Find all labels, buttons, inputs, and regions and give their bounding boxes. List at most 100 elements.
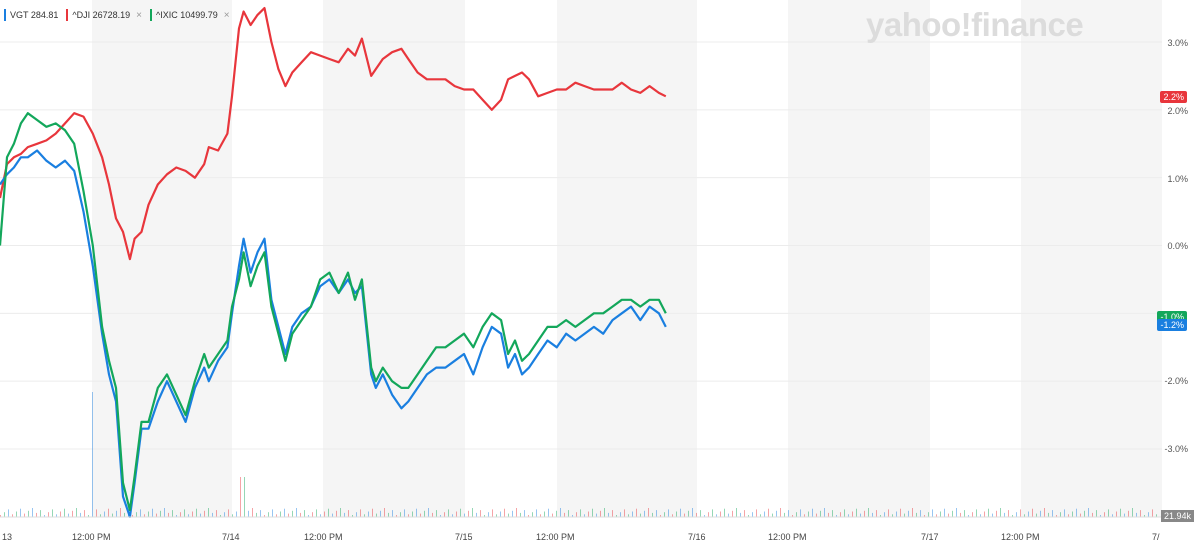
volume-bar	[976, 509, 977, 517]
volume-bar	[1000, 508, 1001, 517]
volume-bar	[1008, 510, 1009, 517]
volume-bar	[624, 509, 625, 517]
volume-bar	[1004, 512, 1005, 517]
volume-bar	[992, 513, 993, 517]
volume-bar	[684, 513, 685, 517]
volume-bar	[104, 511, 105, 517]
close-icon[interactable]: ×	[136, 9, 142, 21]
volume-bar	[832, 510, 833, 517]
volume-bar	[1104, 512, 1105, 517]
volume-bar	[100, 514, 101, 517]
x-tick-label: 12:00 PM	[768, 532, 807, 542]
volume-bar	[764, 511, 765, 517]
volume-bar	[296, 508, 297, 517]
volume-bar	[468, 510, 469, 517]
legend-item-dji[interactable]: ^DJI 26728.19 ×	[66, 9, 142, 21]
volume-bar	[108, 508, 109, 517]
volume-bar	[956, 508, 957, 517]
volume-bar	[352, 515, 353, 517]
volume-bar	[844, 509, 845, 517]
volume-bar	[668, 509, 669, 517]
volume-bar	[564, 512, 565, 517]
volume-bar	[800, 509, 801, 517]
volume-bar	[876, 510, 877, 517]
volume-bar	[708, 512, 709, 517]
volume-bar	[184, 509, 185, 517]
series-swatch	[66, 9, 69, 21]
vgt-value-badge: -1.2%	[1157, 319, 1187, 331]
volume-bar	[860, 513, 861, 517]
x-tick-label: 7/16	[688, 532, 706, 542]
volume-bar	[940, 511, 941, 517]
volume-bar	[628, 514, 629, 517]
volume-bar	[856, 508, 857, 517]
volume-bar	[1132, 508, 1133, 517]
legend-item-vgt[interactable]: VGT 284.81 ×	[4, 9, 58, 21]
close-icon[interactable]: ×	[223, 9, 230, 21]
volume-bar	[284, 508, 285, 517]
volume-bar	[796, 512, 797, 517]
volume-bar	[124, 512, 125, 517]
volume-bar	[836, 515, 837, 517]
volume-bar	[580, 509, 581, 517]
volume-bar	[168, 512, 169, 517]
legend-item-ixic[interactable]: ^IXIC 10499.79 ×	[149, 9, 230, 21]
volume-bar	[736, 508, 737, 517]
volume-bar	[788, 510, 789, 517]
volume-bar	[868, 508, 869, 517]
volume-bar	[256, 512, 257, 517]
volume-bar	[488, 512, 489, 517]
volume-bar	[828, 512, 829, 517]
volume-bar	[688, 510, 689, 517]
volume-bar	[636, 508, 637, 517]
volume-bar	[912, 508, 913, 517]
volume-bar	[276, 514, 277, 517]
volume-bar	[148, 511, 149, 517]
volume-bar	[312, 512, 313, 517]
volume-bar	[760, 514, 761, 517]
volume-bar	[320, 514, 321, 517]
volume-bar	[852, 511, 853, 517]
volume-bar	[460, 508, 461, 517]
volume-bar	[948, 513, 949, 517]
volume-bar	[196, 508, 197, 517]
volume-bar	[84, 510, 85, 517]
volume-bar	[648, 508, 649, 517]
volume-bar	[364, 514, 365, 517]
volume-bar	[476, 512, 477, 517]
volume-bar	[412, 511, 413, 517]
volume-bar	[572, 515, 573, 517]
volume-bar	[964, 510, 965, 517]
volume-bar	[1080, 513, 1081, 517]
volume-bar	[132, 515, 133, 517]
volume-bar	[656, 510, 657, 517]
volume-bar	[988, 508, 989, 517]
volume-bar	[440, 515, 441, 517]
volume-bar	[1060, 512, 1061, 517]
volume-bar	[884, 512, 885, 517]
volume-bar	[136, 512, 137, 517]
volume-bar	[880, 515, 881, 517]
volume-bar	[776, 510, 777, 517]
x-tick-label: 12:00 PM	[72, 532, 111, 542]
session-bands	[92, 0, 1162, 517]
volume-bar	[1136, 512, 1137, 517]
volume-bar	[164, 508, 165, 517]
volume-bar	[416, 508, 417, 517]
volume-bar	[784, 512, 785, 517]
volume-bar	[536, 509, 537, 517]
volume-bar	[700, 510, 701, 517]
legend-label: ^IXIC 10499.79	[155, 10, 218, 20]
volume-bar	[380, 510, 381, 517]
volume-bar	[1144, 515, 1145, 517]
volume-bar	[208, 508, 209, 517]
series-line-dji	[0, 7, 667, 261]
volume-bar	[972, 512, 973, 517]
volume-bar	[24, 513, 25, 517]
session-band	[557, 0, 697, 517]
volume-bar	[616, 515, 617, 517]
volume-bar	[348, 510, 349, 517]
volume-bar	[404, 509, 405, 517]
volume-bar	[308, 515, 309, 517]
